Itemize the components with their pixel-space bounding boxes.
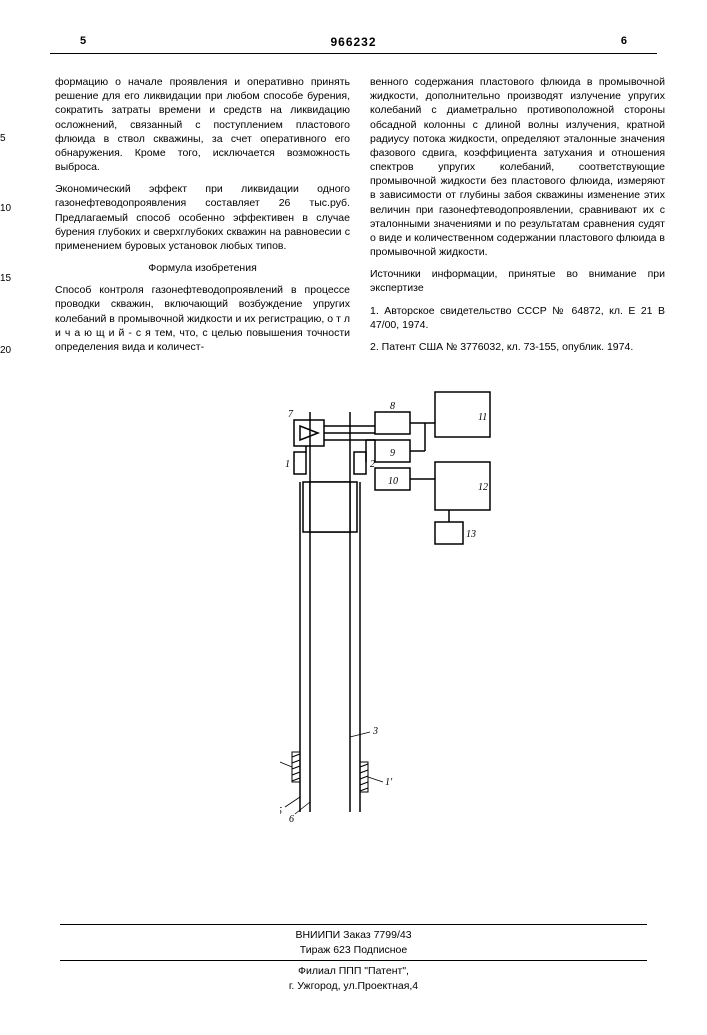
text-columns: 5 10 15 20 формацию о начале проявления … — [0, 75, 707, 362]
header: 5 966232 6 — [0, 35, 707, 65]
fig-label: 2 — [370, 459, 375, 470]
line-number: 15 — [0, 273, 11, 284]
paragraph: венного содержания пластового флюида в п… — [370, 75, 665, 259]
column-number-right: 6 — [621, 35, 627, 47]
fig-label: 7 — [288, 409, 294, 420]
line-number: 5 — [0, 133, 6, 144]
line-number: 20 — [0, 345, 11, 356]
fig-label: 12 — [478, 482, 488, 493]
figure-area: 1 2 7 8 9 10 11 12 13 3 4 5 6 1' — [0, 382, 707, 832]
fig-label: 10 — [388, 476, 398, 487]
column-number-left: 5 — [80, 35, 86, 47]
patent-figure: 1 2 7 8 9 10 11 12 13 3 4 5 6 1' — [280, 382, 540, 822]
fig-label: 6 — [289, 814, 294, 822]
source-item: 1. Авторское свидетельство СССР № 64872,… — [370, 304, 665, 332]
fig-label: 13 — [466, 529, 476, 540]
footer-rule — [60, 924, 647, 925]
source-item: 2. Патент США № 3776032, кл. 73-155, опу… — [370, 340, 665, 354]
fig-label: 3 — [372, 726, 378, 737]
footer-line: Филиал ППП "Патент", — [0, 965, 707, 977]
document-number: 966232 — [330, 35, 376, 49]
footer-rule — [60, 960, 647, 961]
sources-title: Источники информации, принятые во вниман… — [370, 267, 665, 295]
right-column: венного содержания пластового флюида в п… — [370, 75, 665, 362]
line-number: 10 — [0, 203, 11, 214]
footer-line: г. Ужгород, ул.Проектная,4 — [0, 980, 707, 992]
fig-label: 11 — [478, 412, 487, 423]
patent-page: 5 966232 6 5 10 15 20 формацию о начале … — [0, 35, 707, 1035]
fig-label: 1' — [385, 777, 393, 788]
left-column: формацию о начале проявления и оперативн… — [55, 75, 350, 362]
footer-line: ВНИИПИ Заказ 7799/43 — [0, 929, 707, 941]
paragraph: Экономический эффект при ликвидации одно… — [55, 182, 350, 253]
fig-label: 8 — [390, 401, 395, 412]
fig-label: 5 — [280, 806, 282, 817]
footer-line: Тираж 623 Подписное — [0, 944, 707, 956]
header-rule — [50, 53, 657, 54]
paragraph: Способ контроля газонефтеводопроявлений … — [55, 283, 350, 354]
footer: ВНИИПИ Заказ 7799/43 Тираж 623 Подписное… — [0, 920, 707, 995]
formula-title: Формула изобретения — [55, 261, 350, 275]
fig-label: 1 — [285, 459, 290, 470]
paragraph: формацию о начале проявления и оперативн… — [55, 75, 350, 174]
fig-label: 9 — [390, 448, 395, 459]
